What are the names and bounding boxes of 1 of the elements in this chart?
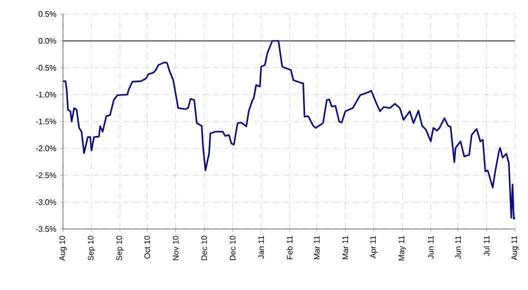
line-series [62, 40, 516, 220]
